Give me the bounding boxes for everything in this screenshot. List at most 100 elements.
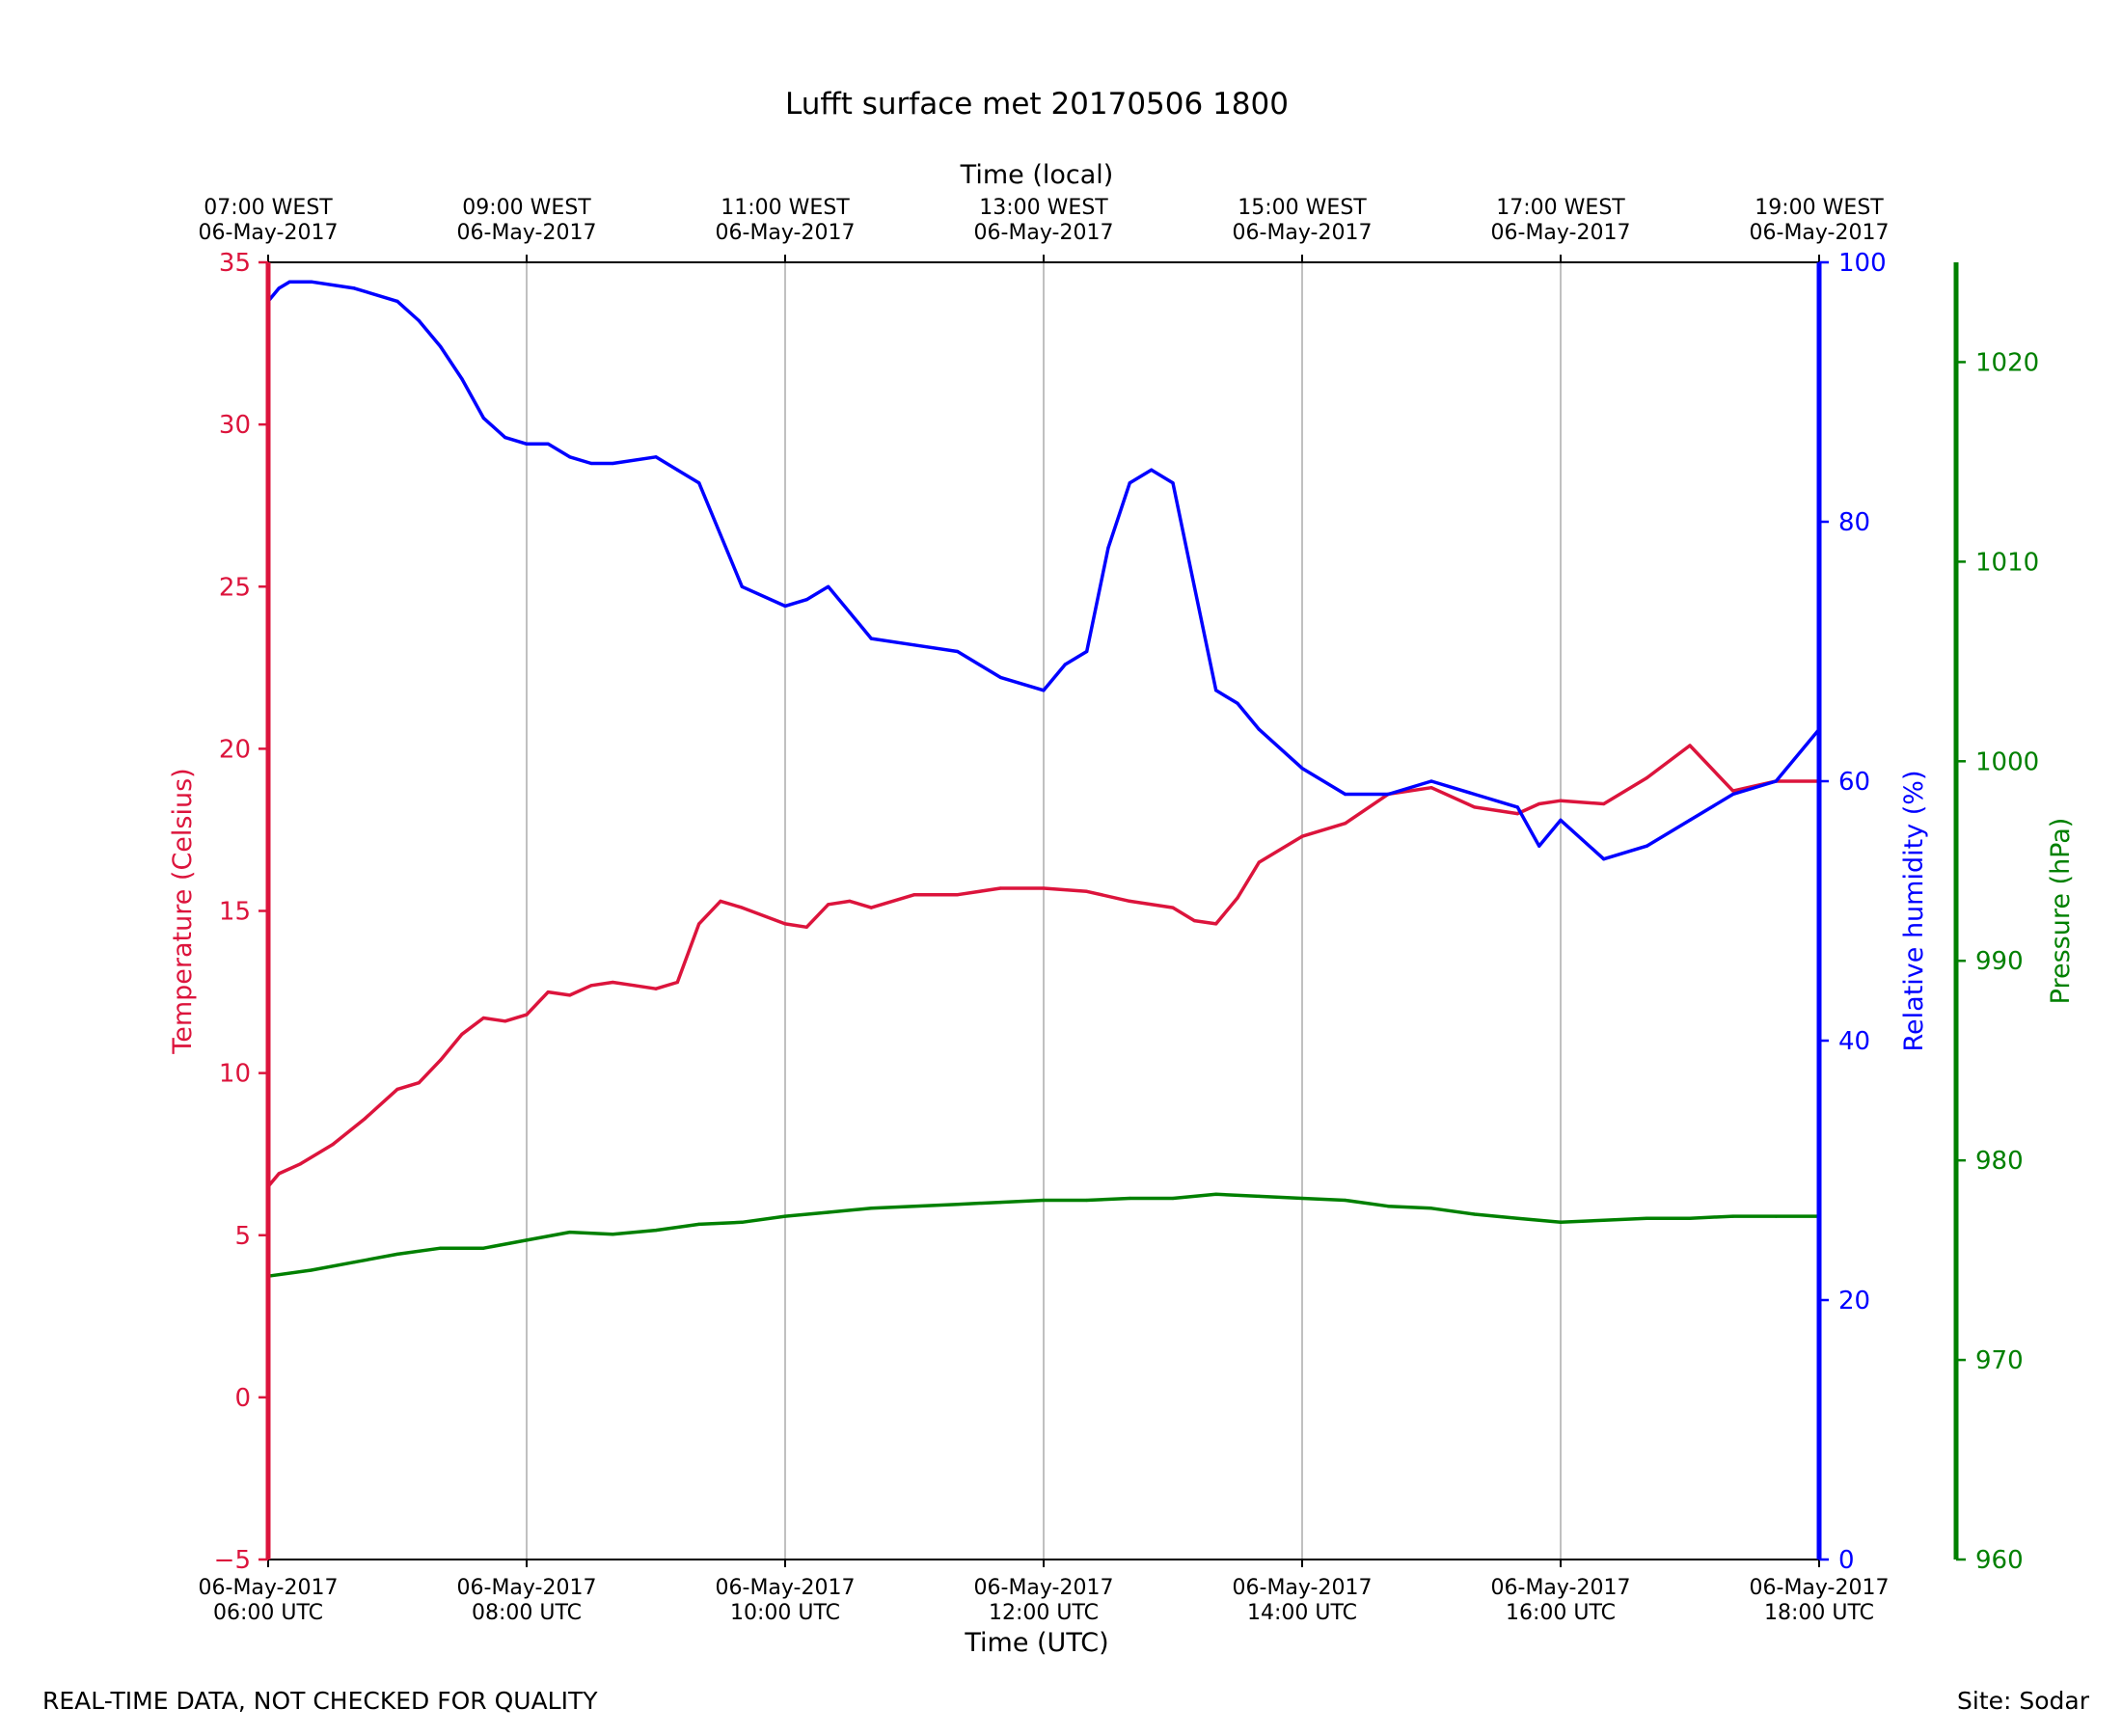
temp-tick-label: 0 <box>234 1384 251 1413</box>
data-point-pres <box>783 1214 787 1218</box>
top-tick-label-time: 17:00 WEST <box>1496 196 1625 220</box>
data-point-temp <box>546 990 550 994</box>
data-point-temp <box>633 984 637 988</box>
data-point-rh <box>827 584 830 588</box>
series-line-temp <box>266 744 1821 1189</box>
chart-title: Lufft surface met 20170506 1800 <box>785 87 1289 122</box>
data-point-rh <box>1386 792 1390 797</box>
rh-tick-label: 80 <box>1838 508 1870 537</box>
rh-tick-label: 40 <box>1838 1027 1870 1056</box>
data-point-pres <box>1214 1192 1218 1196</box>
data-point-temp <box>1645 776 1648 780</box>
data-point-pres <box>1688 1216 1692 1220</box>
data-point-rh <box>1214 689 1218 692</box>
data-point-pres <box>1042 1198 1046 1203</box>
top-tick-label-date: 06-May-2017 <box>1750 221 1890 245</box>
top-axis-label: Time (local) <box>960 160 1114 190</box>
data-point-temp <box>1192 919 1196 923</box>
data-point-temp <box>277 1172 281 1176</box>
x-tick-label-time: 10:00 UTC <box>730 1601 840 1625</box>
rh-tick-label: 0 <box>1838 1546 1855 1575</box>
rh-tick-label: 20 <box>1838 1287 1870 1316</box>
temp-tick-label: 15 <box>219 898 251 927</box>
data-point-temp <box>1171 906 1175 909</box>
data-point-pres <box>1300 1196 1304 1201</box>
data-point-pres <box>1515 1216 1519 1220</box>
data-point-rh <box>277 286 281 290</box>
temp-tick-label: 25 <box>219 573 251 602</box>
data-point-temp <box>525 1013 529 1017</box>
data-point-temp <box>956 893 960 897</box>
data-point-temp <box>589 984 593 988</box>
data-point-rh <box>1257 727 1261 731</box>
site-label: Site: Sodar <box>1957 1687 2089 1715</box>
data-point-temp <box>395 1087 399 1091</box>
data-point-temp <box>331 1143 335 1147</box>
pres-tick-label: 990 <box>1975 947 2024 976</box>
data-point-pres <box>998 1201 1002 1205</box>
pres-tick-label: 980 <box>1975 1147 2024 1176</box>
data-point-temp <box>1473 805 1477 809</box>
data-point-rh <box>848 610 852 614</box>
data-point-temp <box>1559 799 1563 802</box>
data-point-pres <box>697 1222 701 1226</box>
data-point-rh <box>1602 857 1606 861</box>
data-point-temp <box>697 922 701 926</box>
data-point-rh <box>589 461 593 466</box>
x-tick-label-date: 06-May-2017 <box>1491 1576 1631 1600</box>
series-layer <box>266 280 1821 1278</box>
data-point-pres <box>1731 1214 1735 1218</box>
data-point-rh <box>1192 584 1196 588</box>
data-point-pres <box>525 1238 529 1242</box>
data-point-rh <box>912 643 916 647</box>
data-point-pres <box>481 1246 485 1250</box>
data-point-rh <box>439 344 443 348</box>
temp-tick-label: 30 <box>219 411 251 440</box>
data-point-pres <box>956 1203 960 1207</box>
data-point-pres <box>568 1231 572 1234</box>
data-point-temp <box>654 987 658 990</box>
data-point-temp <box>848 899 852 904</box>
x-tick-label-time: 06:00 UTC <box>213 1601 323 1625</box>
data-point-pres <box>827 1210 830 1214</box>
x-tick-label-time: 08:00 UTC <box>472 1601 582 1625</box>
x-tick-label-time: 18:00 UTC <box>1764 1601 1874 1625</box>
rh-axis-label: Relative humidity (%) <box>1899 770 1929 1051</box>
data-point-pres <box>912 1205 916 1208</box>
data-point-temp <box>363 1117 367 1121</box>
top-tick-label-date: 06-May-2017 <box>716 221 856 245</box>
x-tick-label-date: 06-May-2017 <box>1233 1576 1373 1600</box>
data-point-pres <box>740 1220 744 1224</box>
data-point-temp <box>298 1162 303 1166</box>
data-point-rh <box>568 455 572 459</box>
data-point-rh <box>1300 767 1304 771</box>
data-point-rh <box>503 436 507 440</box>
x-tick-label-time: 12:00 UTC <box>989 1601 1099 1625</box>
data-point-temp <box>1236 896 1239 900</box>
data-point-pres <box>1171 1196 1175 1201</box>
top-tick-label-date: 06-May-2017 <box>1491 221 1631 245</box>
data-point-temp <box>439 1058 443 1062</box>
data-point-temp <box>740 906 744 909</box>
data-point-pres <box>1257 1194 1261 1198</box>
pres-tick-label: 1010 <box>1975 548 2039 577</box>
data-point-rh <box>675 468 679 472</box>
data-point-pres <box>1473 1212 1477 1216</box>
data-point-temp <box>503 1019 507 1023</box>
top-tick-label-time: 15:00 WEST <box>1238 196 1367 220</box>
top-tick-label-time: 09:00 WEST <box>462 196 591 220</box>
data-point-pres <box>395 1252 399 1256</box>
data-point-temp <box>1731 789 1735 793</box>
pres-tick-label: 1000 <box>1975 747 2039 776</box>
temp-tick-label: 10 <box>219 1060 251 1089</box>
temp-tick-label: 35 <box>219 249 251 278</box>
data-point-pres <box>1085 1198 1089 1203</box>
data-point-rh <box>1128 481 1131 485</box>
pres-tick-label: 960 <box>1975 1546 2024 1575</box>
data-point-temp <box>1344 822 1347 826</box>
data-point-rh <box>783 604 787 609</box>
data-point-rh <box>1344 792 1347 797</box>
data-point-temp <box>869 906 873 909</box>
data-quality-notice: REAL-TIME DATA, NOT CHECKED FOR QUALITY <box>42 1687 598 1715</box>
